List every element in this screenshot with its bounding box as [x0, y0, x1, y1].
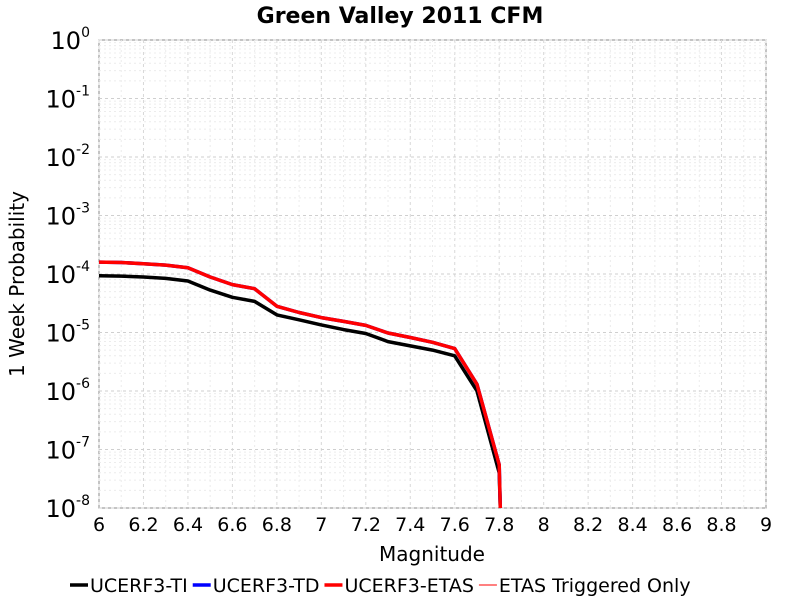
x-tick-labels: 6 6.2 6.4 6.6 6.8 7 7.2 7.4 7.6 7.8 8 8.2 8.4 8.6 8.8 9	[93, 514, 772, 536]
y-tick-label: 10-4	[45, 259, 90, 289]
x-tick-label: 8.8	[706, 514, 736, 536]
x-tick-label: 6	[93, 514, 105, 536]
x-tick-label: 6.4	[173, 514, 203, 536]
series-line	[98, 260, 503, 509]
y-tick-label: 10-3	[45, 201, 90, 231]
x-tick-label: 6.8	[262, 514, 292, 536]
legend-label: UCERF3-TD	[213, 575, 320, 597]
legend: UCERF3-TI UCERF3-TD UCERF3-ETAS ETAS Trigge…	[70, 575, 691, 597]
legend-label: UCERF3-ETAS	[344, 575, 473, 597]
series-lines	[98, 260, 503, 509]
y-tick-label: 10-5	[45, 318, 90, 348]
x-tick-label: 8	[538, 514, 550, 536]
x-tick-label: 7.2	[351, 514, 381, 536]
y-tick-labels: 100 10-1 10-2 10-3 10-4 10-5 10-6 10-7 10-8	[45, 25, 90, 523]
legend-label: UCERF3-TI	[90, 575, 188, 597]
x-tick-label: 8.2	[573, 514, 603, 536]
y-tick-label: 10-1	[45, 84, 90, 114]
x-tick-label: 8.4	[617, 514, 647, 536]
y-tick-label: 10-8	[45, 493, 90, 523]
chart-title: Green Valley 2011 CFM	[257, 4, 544, 29]
x-tick-label: 6.2	[128, 514, 158, 536]
x-tick-label: 7.6	[440, 514, 470, 536]
grid-lines	[98, 39, 767, 509]
y-axis-label: 1 Week Probability	[5, 191, 29, 377]
x-axis-label: Magnitude	[379, 542, 485, 566]
x-tick-label: 9	[760, 514, 772, 536]
series-line	[98, 274, 503, 509]
y-tick-label: 10-7	[45, 435, 90, 465]
x-tick-label: 7.8	[484, 514, 514, 536]
legend-label: ETAS Triggered Only	[499, 575, 691, 597]
y-tick-label: 10-2	[45, 142, 90, 172]
y-tick-label: 100	[51, 25, 90, 55]
x-tick-label: 6.6	[217, 514, 247, 536]
x-tick-label: 8.6	[662, 514, 692, 536]
x-tick-label: 7.4	[395, 514, 425, 536]
x-tick-label: 7	[315, 514, 327, 536]
y-tick-label: 10-6	[45, 376, 90, 406]
